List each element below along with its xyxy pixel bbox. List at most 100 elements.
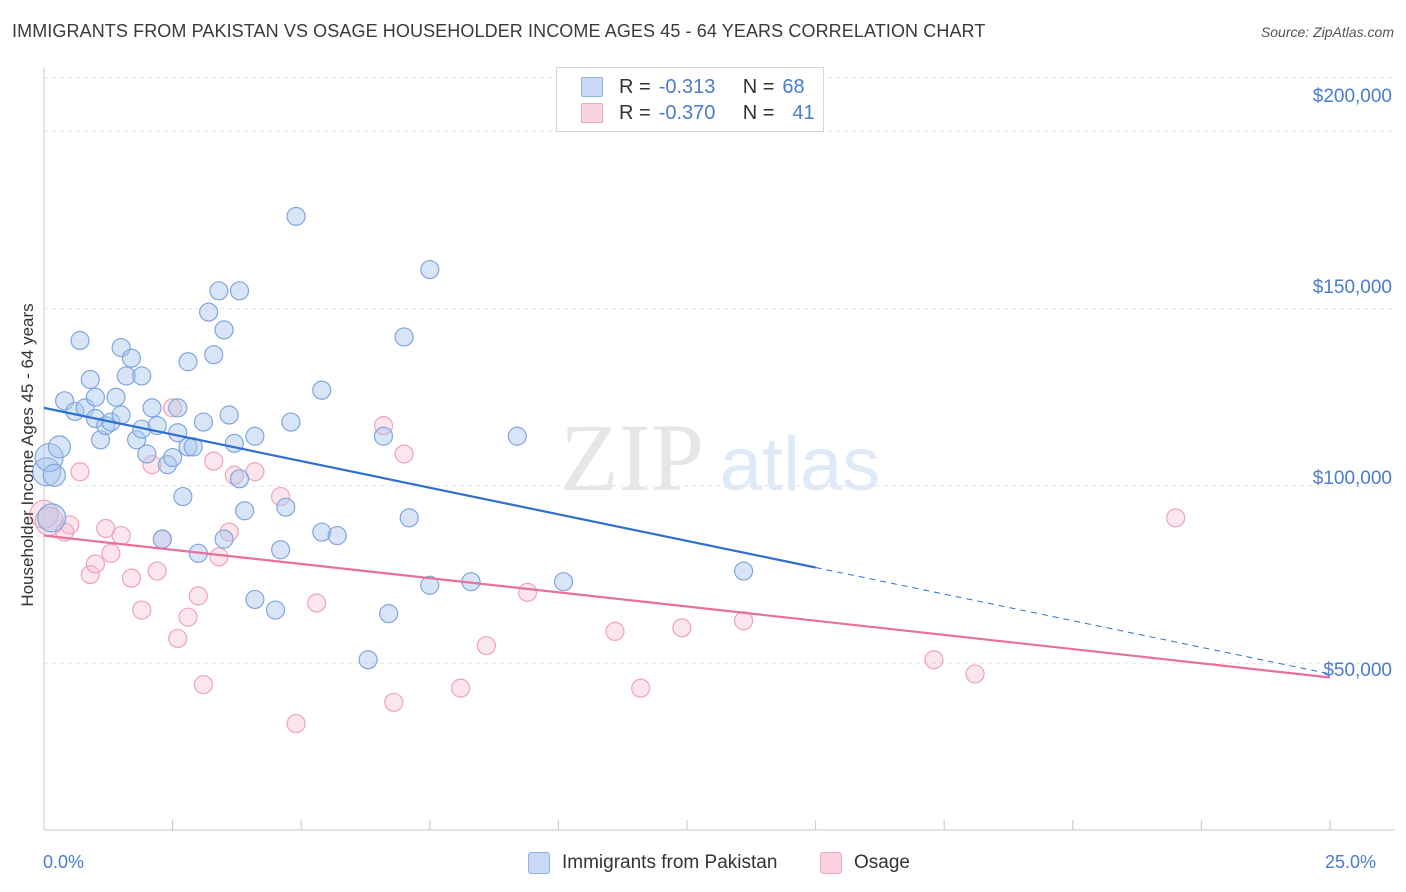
n-value: 68 (782, 75, 805, 98)
osage-point (605, 621, 625, 641)
osage-point (204, 451, 224, 471)
osage-point (631, 678, 651, 698)
correlation-legend: R = -0.313 N = 68 R = -0.370 N = 41 (556, 67, 824, 132)
legend-row-pakistan: R = -0.313 N = 68 (581, 75, 805, 99)
chart-title: IMMIGRANTS FROM PAKISTAN VS OSAGE HOUSEH… (12, 21, 986, 41)
osage-point (451, 678, 471, 698)
pakistan-point (152, 529, 172, 549)
y-tick-label-50k: $50,000 (1323, 660, 1392, 681)
n-value: 41 (792, 101, 815, 124)
osage-point (178, 607, 198, 627)
r-key: R = (619, 101, 651, 124)
pakistan-point (219, 405, 239, 425)
grid-lines (44, 77, 1395, 664)
pakistan-point (178, 352, 198, 372)
osage-point (85, 554, 106, 574)
osage-swatch (581, 103, 603, 123)
pakistan-point (394, 327, 414, 347)
pakistan-points (31, 206, 754, 670)
pakistan-point (327, 525, 347, 546)
y-tick-label-150k: $150,000 (1312, 277, 1392, 298)
pakistan-legend-swatch (528, 852, 550, 874)
osage-point (672, 618, 692, 638)
x-tick-label-min: 0.0% (43, 852, 85, 872)
pakistan-point (142, 398, 162, 418)
pakistan-point (276, 497, 296, 517)
pakistan-point (229, 469, 250, 489)
pakistan-point (199, 302, 219, 322)
pakistan-legend-label: Immigrants from Pakistan (562, 852, 778, 873)
osage-point (224, 465, 244, 485)
pakistan-point (47, 435, 72, 459)
pakistan-point (553, 572, 574, 592)
pakistan-swatch (581, 77, 603, 97)
pakistan-point (373, 426, 394, 446)
r-value: -0.313 (658, 75, 716, 98)
pakistan-point (420, 259, 440, 280)
legend-item-pakistan[interactable]: Immigrants from Pakistan (528, 852, 777, 874)
pakistan-point (111, 405, 131, 425)
pakistan-point (235, 501, 255, 521)
pakistan-point (245, 589, 265, 610)
r-key: R = (619, 75, 651, 98)
pakistan-point (209, 281, 229, 301)
watermark: ZIP atlas (560, 404, 880, 511)
pakistan-point (229, 281, 250, 301)
pakistan-point (80, 369, 100, 390)
pakistan-point (121, 348, 142, 368)
pakistan-point (168, 398, 188, 418)
osage-point (188, 586, 208, 606)
osage-point (111, 525, 131, 546)
legend-row-osage: R = -0.370 N = 41 (581, 101, 815, 125)
pakistan-point (173, 486, 193, 507)
legend-item-osage[interactable]: Osage (820, 852, 910, 874)
pakistan-point (214, 320, 234, 340)
pakistan-point (132, 366, 152, 386)
pakistan-point (193, 412, 214, 432)
osage-legend-label: Osage (854, 852, 910, 873)
pakistan-point (37, 503, 67, 533)
osage-point (80, 565, 100, 585)
osage-point (101, 543, 121, 563)
osage-point (168, 628, 188, 649)
y-tick-label-100k: $100,000 (1312, 468, 1392, 489)
y-tick-label-200k: $200,000 (1312, 86, 1392, 107)
osage-point (965, 664, 985, 684)
osage-point (147, 561, 167, 581)
n-key: N = (742, 101, 775, 124)
pakistan-point (204, 345, 224, 365)
axes (43, 68, 1395, 831)
pakistan-point (137, 444, 157, 464)
pakistan-point (420, 575, 440, 595)
osage-trend-line (43, 534, 1331, 679)
n-key: N = (742, 75, 775, 98)
pakistan-point (281, 412, 301, 432)
pakistan-point (245, 426, 265, 446)
pakistan-trend-extension (815, 567, 1331, 675)
x-tick-label-max: 25.0% (1325, 852, 1377, 872)
osage-point (517, 582, 538, 602)
osage-legend-swatch (820, 852, 842, 874)
osage-point (394, 444, 414, 464)
osage-point (121, 568, 142, 588)
pakistan-point (312, 522, 332, 542)
pakistan-point (733, 561, 754, 581)
watermark-zip: ZIP (560, 404, 704, 511)
osage-point (193, 674, 214, 695)
osage-point (163, 398, 183, 418)
pakistan-point (271, 540, 291, 560)
pakistan-point (507, 426, 527, 446)
pakistan-point (126, 430, 147, 450)
pakistan-point (214, 529, 234, 549)
pakistan-point (90, 430, 111, 450)
osage-point (132, 600, 152, 620)
pakistan-point (358, 650, 378, 670)
pakistan-point (70, 330, 90, 351)
watermark-atlas: atlas (720, 422, 881, 507)
pakistan-point (116, 366, 136, 386)
osage-point (924, 650, 944, 670)
pakistan-point (286, 206, 306, 226)
pakistan-point (163, 447, 183, 468)
osage-point (271, 486, 291, 507)
